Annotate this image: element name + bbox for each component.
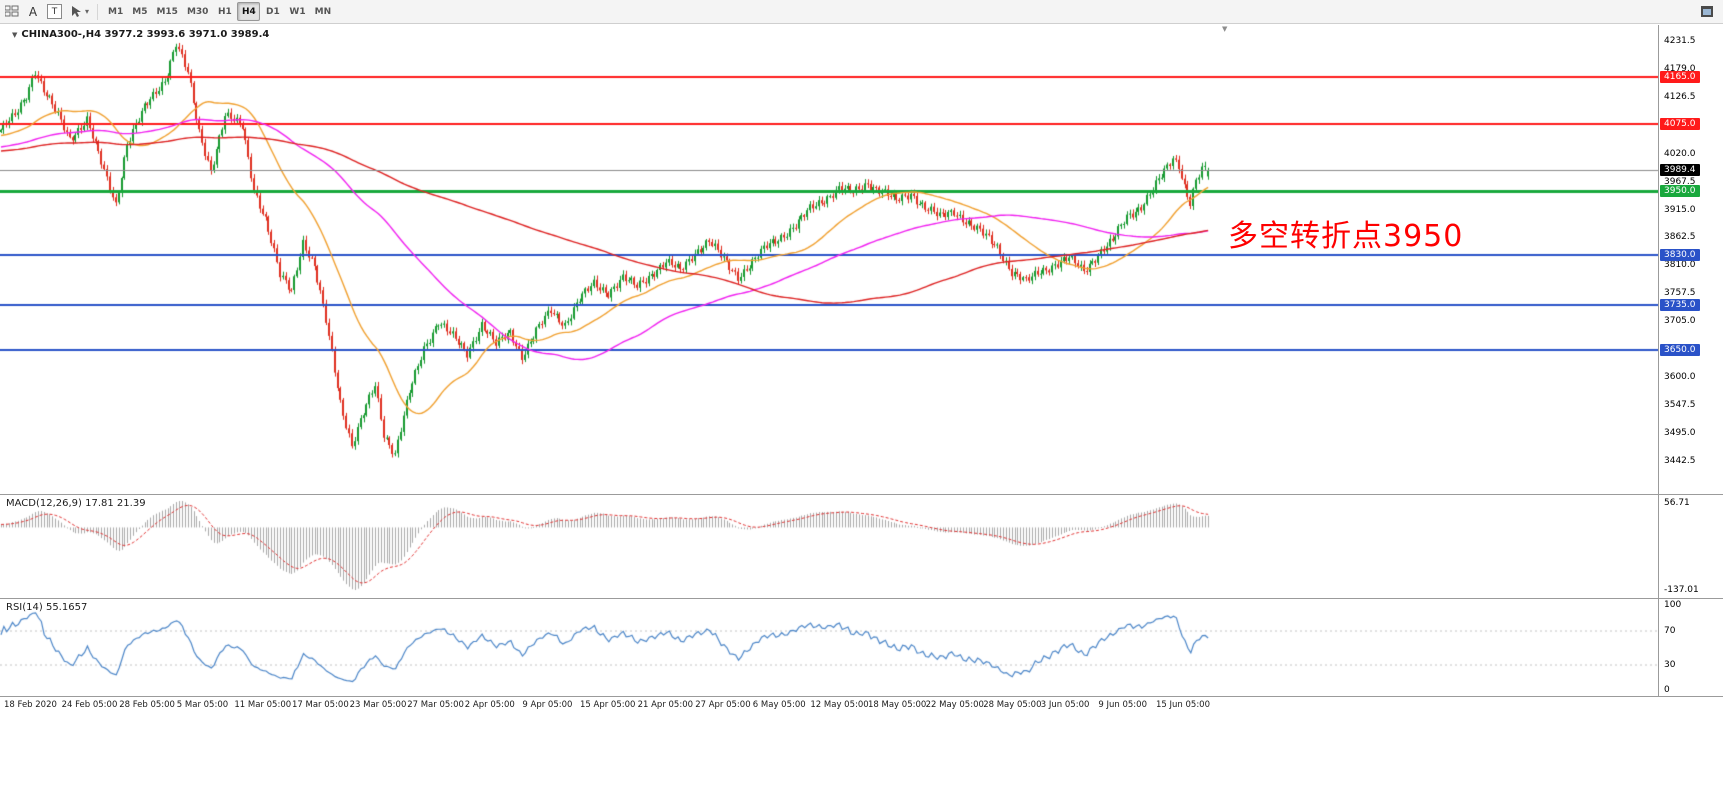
time-axis-label: 28 May 05:00 [983,700,1042,710]
tf-button-m5[interactable]: M5 [132,6,148,17]
time-axis-label: 6 May 05:00 [752,700,806,710]
price-level-badge: 3950.0 [1660,184,1700,197]
price-axis-tick: 3705.0 [1664,316,1696,327]
price-axis-tick: 3810.0 [1664,260,1696,271]
panel-separator-macd[interactable] [0,494,1723,495]
time-axis-label: 17 Mar 05:00 [292,700,349,710]
time-axis-separator [0,696,1723,697]
tf-button-m30[interactable]: M30 [186,6,209,17]
time-axis-label: 22 May 05:00 [925,700,984,710]
price-level-badge: 3735.0 [1660,299,1700,312]
price-axis-tick: 3862.5 [1664,232,1696,243]
tile-windows-button[interactable] [2,2,22,22]
rsi-canvas[interactable] [0,599,1658,696]
time-axis-label: 2 Apr 05:00 [464,700,515,710]
time-axis-label: 11 Mar 05:00 [234,700,292,710]
tf-button-w1[interactable]: W1 [289,6,306,17]
text-label-icon: A [28,4,38,19]
time-axis-label: 9 Apr 05:00 [522,700,573,710]
price-axis-tick: 3600.0 [1664,372,1696,383]
window-icon [1700,5,1714,18]
rsi-axis-tick: 30 [1664,659,1676,670]
tf-button-h4[interactable]: H4 [237,2,261,21]
time-axis-label: 27 Mar 05:00 [407,700,464,710]
price-axis-tick: 4126.5 [1664,92,1696,103]
timeframe-group: M1 M5 M15 M30 H1 H4 D1 W1 MN [104,2,335,21]
time-axis-label: 21 Apr 05:00 [637,700,694,710]
time-axis-label: 3 Jun 05:00 [1040,700,1090,710]
tf-button-h1[interactable]: H1 [218,6,232,17]
rsi-axis-tick: 0 [1664,685,1670,695]
time-axis-label: 5 Mar 05:00 [176,700,229,710]
toolbar-separator [97,3,99,20]
tf-button-m1[interactable]: M1 [108,6,124,17]
time-axis-label: 23 Mar 05:00 [349,700,407,710]
symbol-ohlc-readout: CHINA300-,H4 3977.2 3993.6 3971.0 3989.4 [21,29,270,40]
rsi-axis-tick: 70 [1664,625,1676,636]
current-price-badge: 3989.4 [1660,163,1700,176]
text-box-icon: T [47,4,62,19]
time-axis-label: 12 May 05:00 [810,700,869,710]
price-axis-tick: 4231.5 [1664,36,1696,47]
rsi-axis-tick: 100 [1664,600,1682,610]
price-axis-tick: 3442.5 [1664,455,1696,466]
tile-windows-icon [5,5,19,18]
macd-axis-tick-upper: 56.71 [1664,498,1690,508]
panel-separator-rsi[interactable] [0,598,1723,599]
annotation-text: 多空转折点3950 [1228,219,1464,254]
macd-label: MACD(12,26,9) 17.81 21.39 [6,498,146,509]
macd-canvas[interactable] [0,495,1658,598]
time-axis-label: 18 May 05:00 [868,700,927,710]
time-axis-label: 15 Apr 05:00 [580,700,636,710]
text-label-button[interactable]: A [23,2,43,22]
price-axis-border [1658,25,1659,696]
time-axis-label: 9 Jun 05:00 [1098,700,1147,710]
cursor-tool-button[interactable] [66,2,86,22]
price-axis-tick: 3547.5 [1664,399,1696,410]
time-axis-label: 18 Feb 2020 [4,700,57,710]
price-axis-tick: 3757.5 [1664,288,1696,299]
dropdown-chevron-icon[interactable]: ▾ [85,7,90,16]
price-axis-tick: 4020.0 [1664,148,1696,159]
macd-axis-tick-lower: -137.01 [1664,585,1699,595]
main-chart-canvas[interactable] [0,25,1658,494]
price-level-badge: 3830.0 [1660,248,1700,261]
price-axis-tick: 4179.0 [1664,64,1696,75]
tf-button-m15[interactable]: M15 [156,6,178,17]
price-axis-tick: 3915.0 [1664,204,1696,215]
price-level-badge: 4075.0 [1660,118,1700,131]
tf-button-mn[interactable]: MN [314,6,332,17]
price-axis-tick: 3967.5 [1664,176,1696,187]
time-axis-label: 27 Apr 05:00 [695,700,751,710]
collapse-chart-icon[interactable]: ▼ [12,30,18,39]
time-axis-label: 24 Feb 05:00 [61,700,118,710]
price-level-badge: 3650.0 [1660,344,1700,357]
text-box-button[interactable]: T [44,2,65,22]
tf-button-d1[interactable]: D1 [266,6,280,17]
cursor-tool-icon [70,5,83,18]
symbol-title: ▼ CHINA300-,H4 3977.2 3993.6 3971.0 3989… [12,29,269,40]
time-axis-label: 15 Jun 05:00 [1156,700,1210,710]
price-level-badge: 4165.0 [1660,70,1700,83]
time-axis-label: 28 Feb 05:00 [119,700,175,710]
toolbar: A T ▾ M1 M5 M15 M30 H1 H4 D1 W1 MN [0,0,1723,24]
chart-shift-marker[interactable]: ▼ [1222,25,1228,33]
rsi-label: RSI(14) 55.1657 [6,602,88,613]
price-axis-tick: 3495.0 [1664,427,1696,438]
window-button[interactable] [1697,2,1717,22]
